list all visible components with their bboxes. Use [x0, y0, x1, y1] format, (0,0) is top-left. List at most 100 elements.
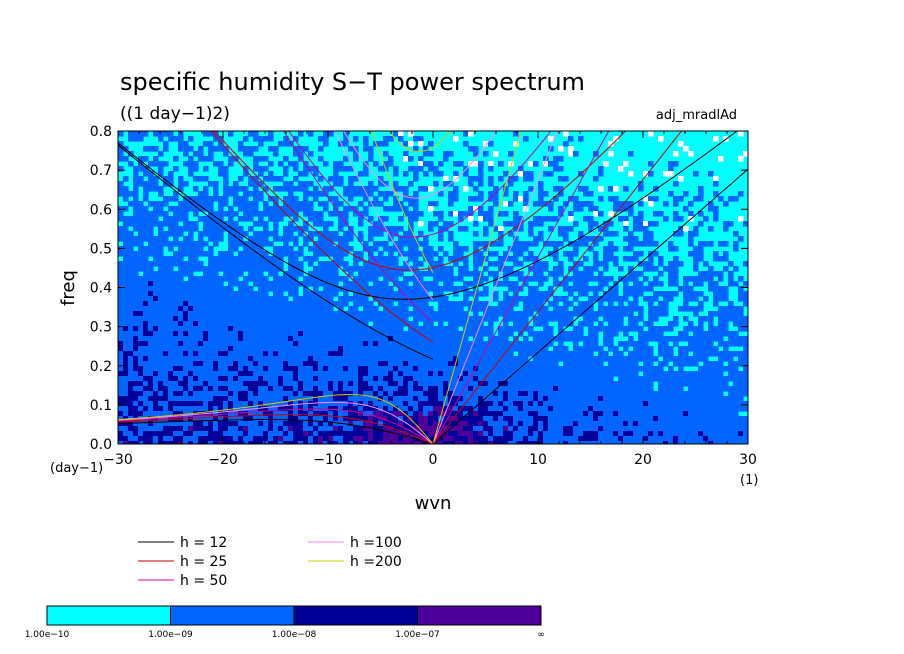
field-cell [358, 201, 364, 207]
field-cell [323, 361, 329, 367]
field-cell [158, 371, 164, 377]
field-cell [268, 196, 274, 202]
field-cell [123, 401, 129, 407]
field-cell [633, 356, 639, 362]
field-cell [303, 196, 309, 202]
field-cell [483, 351, 489, 357]
field-cell [428, 306, 434, 312]
field-cell [243, 351, 249, 357]
field-cell [428, 161, 434, 167]
field-cell [623, 226, 629, 232]
field-cell [523, 281, 529, 287]
field-cell [488, 411, 494, 417]
field-cell [153, 246, 159, 252]
field-cell [123, 176, 129, 182]
field-cell [518, 196, 524, 202]
field-cell [193, 301, 199, 307]
field-cell [258, 181, 264, 187]
field-cell [363, 346, 369, 352]
field-cell [413, 191, 419, 197]
field-cell [118, 226, 124, 232]
field-cell [488, 316, 494, 322]
field-cell [418, 271, 424, 277]
chart-title: specific humidity S−T power spectrum [120, 68, 585, 96]
field-cell [488, 361, 494, 367]
field-cell [593, 366, 599, 372]
field-cell [648, 306, 654, 312]
field-cell [253, 181, 259, 187]
field-cell [738, 286, 744, 292]
field-cell [418, 381, 424, 387]
field-cell [253, 396, 259, 402]
field-cell [628, 396, 634, 402]
field-cell [303, 161, 309, 167]
field-cell [648, 366, 654, 372]
field-cell [343, 166, 349, 172]
field-cell [423, 151, 429, 157]
field-cell [348, 401, 354, 407]
field-cell [123, 376, 129, 382]
field-cell [708, 276, 714, 282]
field-cell [253, 221, 259, 227]
field-cell [688, 341, 694, 347]
field-cell [718, 401, 724, 407]
field-cell [653, 211, 659, 217]
field-cell [268, 371, 274, 377]
field-cell [548, 401, 554, 407]
field-cell [668, 346, 674, 352]
field-cell [738, 326, 744, 332]
field-cell [473, 406, 479, 412]
field-cell [208, 306, 214, 312]
field-cell [153, 311, 159, 317]
field-cell [158, 316, 164, 322]
field-cell [153, 256, 159, 262]
field-cell [633, 291, 639, 297]
field-cell [653, 371, 659, 377]
field-cell [318, 391, 324, 397]
field-cell [353, 281, 359, 287]
field-cell [328, 221, 334, 227]
field-cell [393, 241, 399, 247]
field-cell [618, 326, 624, 332]
field-cell [413, 206, 419, 212]
field-cell [198, 261, 204, 267]
field-cell [168, 216, 174, 222]
field-cell [598, 401, 604, 407]
field-cell [228, 326, 234, 332]
field-cell [163, 371, 169, 377]
field-cell [553, 351, 559, 357]
field-cell [493, 411, 499, 417]
field-cell [168, 396, 174, 402]
field-cell [478, 346, 484, 352]
field-cell [493, 316, 499, 322]
field-cell [633, 351, 639, 357]
field-cell [293, 256, 299, 262]
field-cell [353, 286, 359, 292]
field-cell [553, 186, 559, 192]
field-cell [638, 346, 644, 352]
field-cell [493, 356, 499, 362]
field-cell [123, 266, 129, 272]
field-cell [228, 226, 234, 232]
field-cell [393, 246, 399, 252]
field-cell [428, 321, 434, 327]
field-cell [453, 371, 459, 377]
field-cell [723, 201, 729, 207]
field-cell [243, 206, 249, 212]
field-cell [638, 286, 644, 292]
field-cell [698, 301, 704, 307]
field-cell [438, 261, 444, 267]
field-cell [123, 331, 129, 337]
field-cell [468, 371, 474, 377]
field-cell [718, 306, 724, 312]
field-cell [328, 401, 334, 407]
field-cell [143, 346, 149, 352]
field-cell [268, 286, 274, 292]
field-cell [523, 406, 529, 412]
field-cell [273, 366, 279, 372]
field-cell [328, 376, 334, 382]
field-cell [738, 406, 744, 412]
field-cell [358, 301, 364, 307]
field-cell [538, 401, 544, 407]
field-cell [183, 346, 189, 352]
